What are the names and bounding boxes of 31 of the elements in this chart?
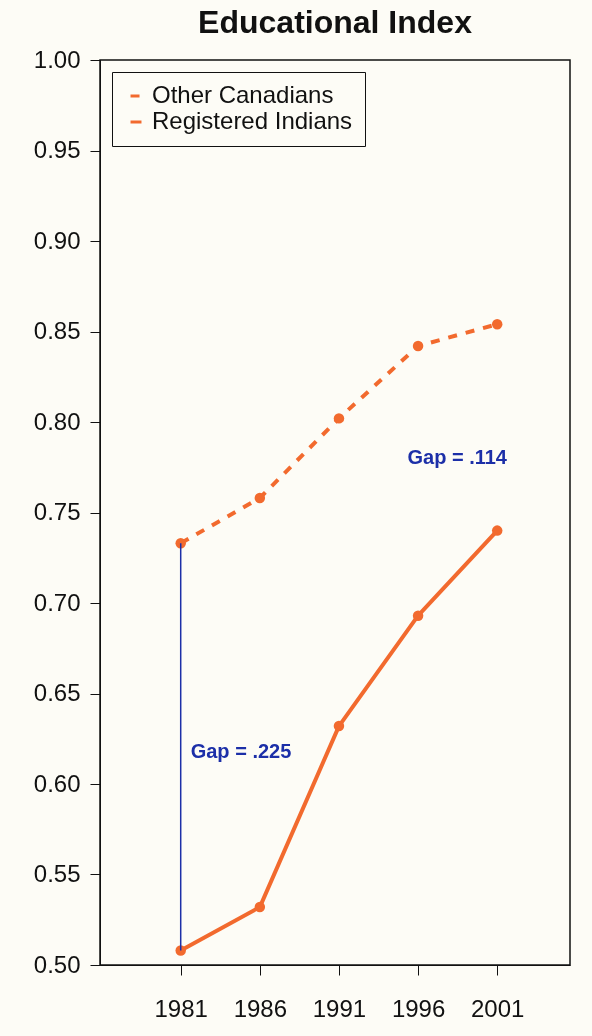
- point: [491, 319, 503, 330]
- x-tick-label: 1991: [312, 994, 367, 1022]
- point: [333, 413, 345, 424]
- y-tick-label: 0.50: [33, 950, 81, 978]
- point: [175, 945, 186, 956]
- legend-label: Registered Indians: [152, 107, 353, 134]
- y-tick-label: 0.60: [33, 769, 81, 797]
- y-tick-label: 0.80: [33, 407, 81, 435]
- point: [491, 525, 503, 536]
- point: [175, 538, 186, 549]
- x-tick-label: 1996: [391, 994, 446, 1022]
- point: [254, 492, 266, 504]
- y-tick-label: 1.00: [33, 45, 81, 73]
- x-tick-label: 1981: [154, 994, 208, 1022]
- y-tick-label: 0.75: [33, 498, 81, 525]
- y-tick-label: 0.85: [33, 317, 81, 344]
- x-tick-label: 2001: [471, 994, 525, 1022]
- y-tick-label: 0.65: [33, 679, 81, 706]
- point: [412, 340, 424, 352]
- y-tick-label: 0.70: [33, 588, 81, 616]
- annotation: Gap = .225: [190, 740, 292, 763]
- x-tick-label: 1986: [233, 994, 288, 1022]
- y-tick-label: 0.90: [33, 226, 81, 254]
- chart-title: Educational Index: [198, 4, 473, 40]
- point: [254, 901, 266, 913]
- y-tick-label: 0.55: [33, 860, 81, 887]
- annotation: Gap = .114: [407, 446, 508, 469]
- legend-label: Other Canadians: [152, 81, 334, 108]
- point: [333, 720, 345, 732]
- y-tick-label: 0.95: [33, 136, 81, 163]
- point: [412, 610, 424, 621]
